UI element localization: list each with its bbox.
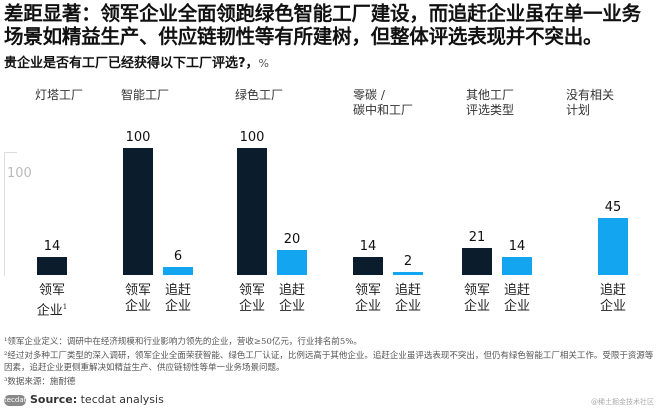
series-label-line: 领军: [38, 283, 65, 298]
category-label: 灯塔工厂: [35, 88, 83, 103]
category-label: 绿色工厂: [235, 88, 283, 103]
series-label-line: 企业: [238, 299, 265, 314]
series-label: 领军 企业: [232, 283, 272, 315]
series-label-line: 企业: [278, 299, 305, 314]
page-title: 差距显著：领军企业全面领跑绿色智能工厂建设，而追赶企业虽在单一业务场景如精益生产…: [4, 2, 641, 48]
category-label-line: 计划: [566, 103, 591, 117]
series-label-line: 追赶: [278, 283, 305, 298]
category-label-line: 没有相关: [566, 88, 615, 102]
category-label-line: 评选类型: [466, 103, 515, 117]
footnote-1: ¹领军企业定义：调研中在经济规模和行业影响力领先的企业，营收≥50亿元，行业排名…: [4, 337, 362, 347]
bar: [237, 148, 267, 275]
footnote-3: ³数据来源：施耐德: [4, 377, 76, 387]
tecdat-logo: tecdat: [4, 394, 27, 406]
bar: [502, 257, 532, 275]
series-label-line: 企业: [503, 299, 530, 314]
footnote-marker: 1: [62, 303, 68, 311]
category-label-line: 其他工厂: [466, 88, 515, 102]
series-label: 追赶 企业: [497, 283, 537, 315]
series-label: 追赶 企业: [158, 283, 198, 315]
category-label-line: 灯塔工厂: [35, 88, 84, 102]
bar: [393, 272, 423, 275]
series-label: 领军企业1: [32, 283, 72, 319]
chart-unit: %: [258, 57, 269, 70]
data-label: 100: [239, 130, 265, 145]
series-label: 领军 企业: [118, 283, 158, 315]
series-label: 领军 企业: [348, 283, 388, 315]
data-label: 21: [468, 230, 486, 246]
series-label-line: 领军: [463, 283, 490, 298]
scale-bracket: [4, 152, 17, 276]
series-label-line: 企业: [124, 299, 151, 314]
series-label-line: 企业: [164, 299, 191, 314]
series-label-line: 领军: [124, 283, 151, 298]
bar: [123, 148, 153, 275]
category-label: 没有相关 计划: [566, 88, 614, 118]
data-label: 2: [403, 254, 413, 270]
data-label: 6: [173, 249, 183, 265]
series-label-line: 企业1: [36, 303, 68, 319]
watermark: @稀土掘金技术社区: [591, 398, 654, 406]
data-label: 20: [283, 231, 301, 247]
data-label: 14: [43, 239, 61, 255]
category-label-line: 零碳 /: [353, 88, 385, 102]
series-label-line: 追赶: [503, 283, 530, 298]
footnote-2: ²经过对多种工厂类型的深入调研，领军企业全面荣获智能、绿色工厂认证，比例远高于其…: [4, 351, 654, 373]
series-label-line: 企业: [354, 299, 381, 314]
series-label: 追赶 企业: [388, 283, 428, 315]
source-text: tecdat analysis: [77, 393, 164, 406]
bar: [37, 257, 67, 275]
series-label-line: 追赶: [394, 283, 421, 298]
series-label-line: 追赶: [164, 283, 191, 298]
series-label: 追赶 企业: [272, 283, 312, 315]
source-line: tecdat Source: tecdat analysis: [4, 393, 164, 406]
category-label-line: 碳中和工厂: [353, 103, 414, 117]
bar: [598, 217, 628, 275]
chart-question: 贵企业是否有工厂已经获得以下工厂评选?，: [4, 56, 259, 71]
data-label: 14: [359, 239, 377, 255]
source-label: Source:: [30, 393, 78, 406]
series-label-line: 领军: [354, 283, 381, 298]
bar: [353, 257, 383, 275]
bar: [277, 249, 307, 275]
category-label: 其他工厂 评选类型: [466, 88, 514, 118]
scale-label: 100: [7, 166, 32, 181]
series-label-line: 企业: [463, 299, 490, 314]
bar: [462, 248, 492, 275]
category-label: 零碳 / 碳中和工厂: [353, 88, 413, 118]
series-label: 领军 企业: [457, 283, 497, 315]
category-label-line: 智能工厂: [121, 88, 170, 102]
category-label: 智能工厂: [121, 88, 169, 103]
series-label-line: 企业: [394, 299, 421, 314]
series-label: 追赶 企业: [593, 283, 633, 315]
bar: [163, 267, 193, 275]
data-label: 14: [508, 239, 526, 255]
chart-subtitle: 贵企业是否有工厂已经获得以下工厂评选?，%: [4, 52, 269, 71]
category-label-line: 绿色工厂: [235, 88, 284, 102]
data-label: 100: [125, 130, 151, 145]
data-label: 45: [604, 199, 622, 215]
series-label-line: 领军: [238, 283, 265, 298]
series-label-line: 企业: [599, 299, 626, 314]
series-label-line: 追赶: [599, 283, 626, 298]
